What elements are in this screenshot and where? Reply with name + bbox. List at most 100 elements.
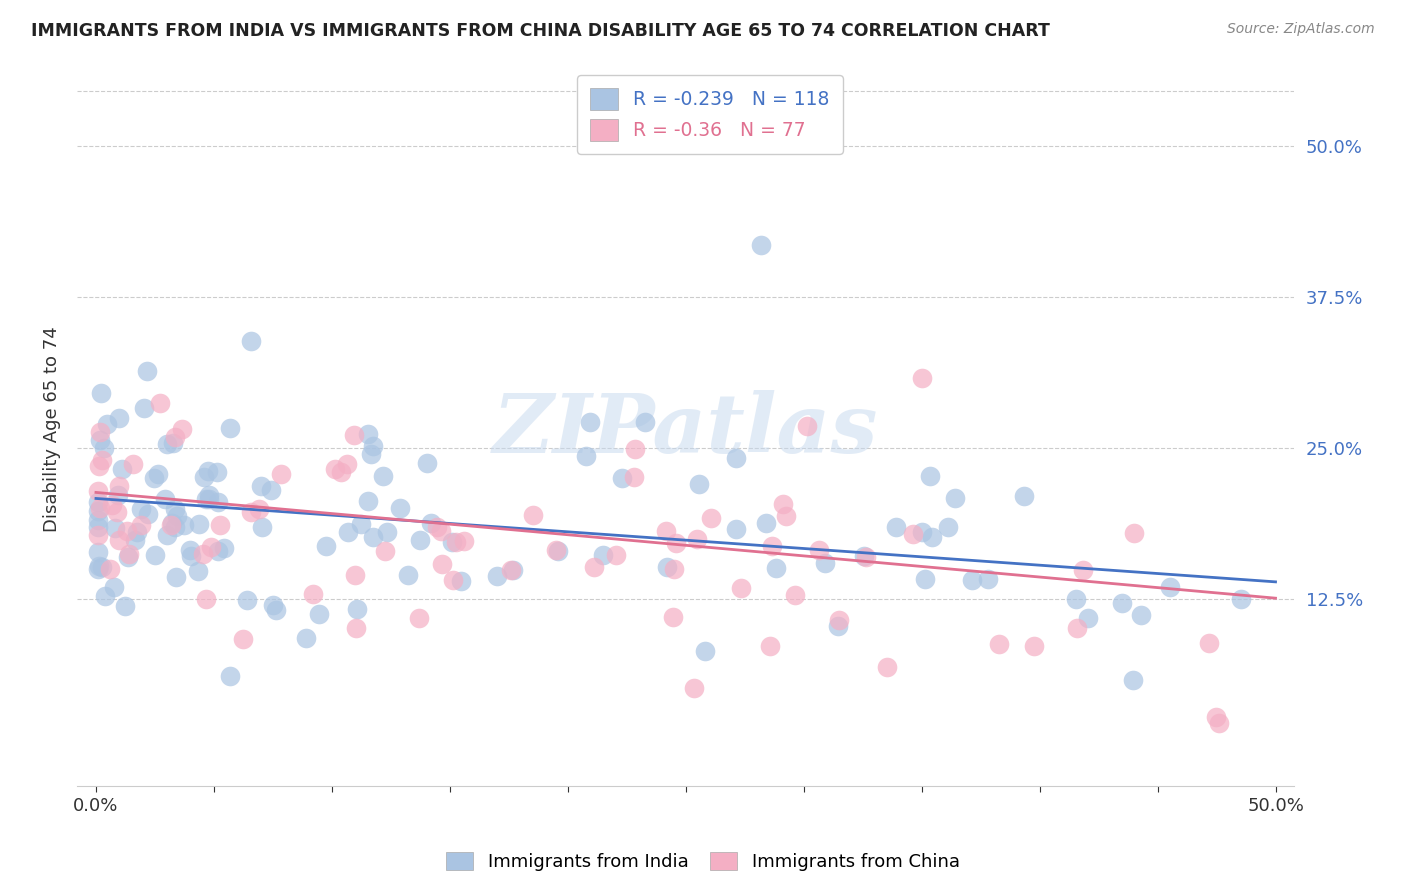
Point (87, 528, 110, 542)
Point (1077, 611, 1099, 625)
Point (329, 465, 352, 479)
Point (686, 532, 709, 546)
Point (103, 580, 125, 594)
Point (107, 488, 129, 502)
Point (430, 524, 453, 538)
Point (749, 237, 772, 252)
Point (807, 543, 830, 558)
Point (187, 564, 209, 578)
Point (605, 548, 627, 562)
Point (198, 491, 221, 506)
Point (1198, 635, 1220, 649)
Point (163, 519, 186, 533)
Point (772, 497, 794, 511)
Point (501, 563, 523, 577)
Point (325, 462, 347, 476)
Point (131, 501, 153, 516)
Point (634, 415, 657, 429)
Point (1130, 608, 1153, 623)
Point (441, 573, 464, 587)
Point (1205, 709, 1227, 723)
Point (165, 501, 187, 516)
Point (796, 419, 818, 434)
Point (700, 510, 723, 524)
Point (827, 619, 849, 633)
Point (214, 541, 236, 556)
Point (761, 539, 783, 553)
Point (219, 669, 242, 683)
Point (193, 547, 215, 561)
Point (725, 522, 748, 536)
Point (759, 639, 782, 653)
Point (388, 500, 411, 515)
Point (247, 501, 270, 516)
Point (1159, 580, 1181, 594)
Point (936, 520, 959, 534)
Point (166, 509, 188, 524)
Point (87, 520, 110, 534)
Point (1122, 525, 1144, 540)
Point (270, 467, 292, 482)
Point (665, 535, 688, 549)
Point (101, 498, 124, 512)
Point (485, 568, 508, 582)
Point (357, 426, 380, 441)
Point (430, 557, 453, 571)
Point (87, 484, 110, 499)
Point (155, 437, 177, 451)
Point (143, 471, 166, 485)
Point (239, 505, 262, 519)
Point (1230, 591, 1253, 606)
Point (315, 539, 337, 553)
Point (655, 560, 678, 574)
Point (765, 561, 787, 575)
Legend: R = -0.239   N = 118, R = -0.36   N = 77: R = -0.239 N = 118, R = -0.36 N = 77 (578, 75, 844, 154)
Point (1071, 563, 1094, 577)
Point (124, 533, 146, 547)
Point (901, 526, 924, 541)
Point (755, 516, 778, 531)
Point (156, 528, 179, 542)
Point (90, 385, 112, 400)
Point (105, 505, 128, 519)
Point (396, 567, 419, 582)
Point (884, 520, 907, 534)
Point (610, 471, 633, 485)
Point (962, 573, 984, 587)
Point (108, 410, 131, 425)
Point (350, 517, 373, 532)
Point (87, 562, 110, 576)
Point (111, 462, 134, 476)
Point (163, 430, 186, 444)
Point (114, 599, 136, 614)
Point (775, 509, 797, 524)
Point (87, 514, 110, 528)
Point (93, 441, 115, 455)
Point (724, 450, 747, 465)
Point (90, 453, 112, 467)
Point (661, 610, 683, 624)
Point (1066, 622, 1088, 636)
Point (240, 334, 263, 348)
Point (453, 533, 475, 548)
Point (914, 572, 936, 586)
Point (377, 525, 399, 540)
Point (295, 631, 318, 645)
Point (208, 518, 231, 533)
Text: ZIPatlas: ZIPatlas (494, 390, 879, 469)
Point (426, 520, 449, 534)
Point (1208, 715, 1230, 730)
Point (207, 495, 229, 509)
Point (262, 599, 284, 613)
Point (1122, 673, 1144, 687)
Point (131, 518, 153, 533)
Point (200, 540, 222, 554)
Point (574, 450, 596, 464)
Point (976, 572, 998, 586)
Point (546, 543, 568, 558)
Point (219, 421, 242, 435)
Point (89, 459, 111, 474)
Point (143, 548, 166, 562)
Point (232, 632, 254, 646)
Point (118, 547, 141, 561)
